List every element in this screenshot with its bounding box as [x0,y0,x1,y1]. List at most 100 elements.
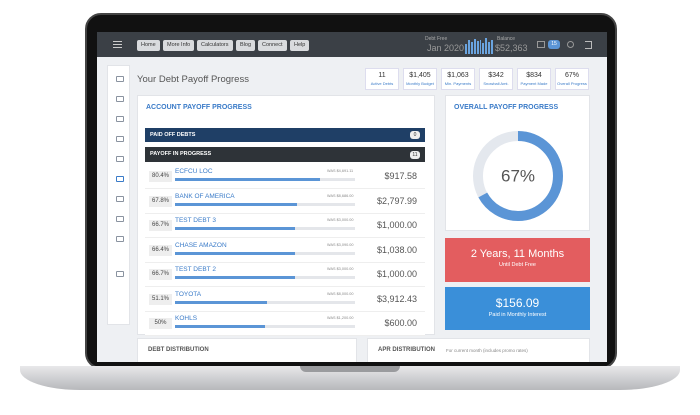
settings-icon[interactable] [567,41,574,48]
paid-off-count: 0 [410,131,420,139]
progress-track [175,300,355,304]
nav-button[interactable]: Home [137,40,160,51]
progress-track [175,202,355,206]
nav-button[interactable]: Calculators [197,40,233,51]
apr-note: For current month (includes promo rates) [446,348,528,353]
progress-track [175,276,355,279]
debt-balance: $1,038.00 [376,244,417,255]
debt-row[interactable]: 66.7% TEST DEBT 3 WAS $3,000.00 $1,000.00 [145,214,425,238]
debt-percent: 80.4% [149,171,172,182]
sidebar-icon[interactable] [116,236,124,242]
calendar-icon[interactable] [537,41,545,48]
sidebar-icon[interactable] [116,176,124,182]
nav-button[interactable]: More Info [163,40,195,51]
debt-distribution-panel: DEBT DISTRIBUTION [137,338,357,362]
panel-title: DEBT DISTRIBUTION [148,347,209,353]
panel-title: APR DISTRIBUTION [378,347,435,353]
debt-name: TOYOTA [175,290,202,298]
progress-track [175,251,355,255]
sidebar-icon[interactable] [116,271,124,277]
paid-off-bar[interactable]: PAID OFF DEBTS 0 [145,128,425,142]
mini-bars [465,37,494,54]
progress-bar [175,300,267,304]
debt-percent: 51.1% [149,293,172,305]
progress-track [175,178,355,181]
sidebar-icon[interactable] [116,116,124,122]
debt-balance: $917.58 [384,171,417,181]
debt-percent: 50% [149,318,172,329]
debt-row[interactable]: 67.8% BANK OF AMERICA WAS $8,686.00 $2,797.… [145,189,425,214]
debt-balance: $2,797.99 [376,195,417,206]
debt-row[interactable]: 51.1% TOYOTA WAS $8,000.00 $3,912.43 [145,287,425,312]
debt-name: KOHLS [175,315,198,322]
donut-arc [473,131,563,221]
stat-box: $1,063 Min. Payments [441,68,475,90]
stat-value: $342 [488,72,504,79]
stat-value: $1,063 [447,72,469,79]
notification-badge[interactable]: 15 [548,40,560,49]
logout-icon[interactable] [585,41,592,49]
panel-title: OVERALL PAYOFF PROGRESS [454,104,559,111]
debt-original: WAS $1,200.00 [327,316,354,320]
debt-name: BANK OF AMERICA [175,192,235,200]
donut-label: 67% [501,166,535,185]
progress-bar [175,276,296,279]
overall-panel: OVERALL PAYOFF PROGRESS 67% [445,95,590,231]
debt-name: CHASE AMAZON [175,241,227,249]
stat-label: Snowball Amt. [483,81,509,86]
stat-value: 67% [564,72,579,79]
in-progress-title: PAYOFF IN PROGRESS [150,151,212,157]
debt-row[interactable]: 80.4% ECFCU LOC WAS $4,691.11 $917.58 [145,165,425,189]
sidebar-icon[interactable] [116,76,124,82]
time-left-box: 2 Years, 11 Months Until Debt Free [445,238,590,282]
in-progress-count: 11 [410,150,420,159]
debt-name: ECFCU LOC [175,168,213,175]
balance-label: Balance [497,36,516,42]
interest-label: Paid in Monthly Interest [488,312,547,318]
sidebar-icon[interactable] [116,96,124,102]
sidebar [107,65,130,325]
apr-distribution-panel: APR DISTRIBUTION For current month (incl… [367,338,590,362]
progress-bar [175,251,295,255]
debt-free-date: Jan 2020 [427,43,465,53]
progress-track [175,325,355,328]
debt-balance: $600.00 [384,318,417,328]
sidebar-icon[interactable] [116,216,124,222]
debt-row[interactable]: 50% KOHLS WAS $1,200.00 $600.00 [145,312,425,336]
nav-button[interactable]: Blog [236,40,256,51]
stat-label: Payment Made [520,81,548,86]
debt-row[interactable]: 66.4% CHASE AMAZON WAS $3,090.00 $1,038.00 [145,238,425,263]
debt-free-label: Debt Free [425,36,448,42]
page-title: Your Debt Payoff Progress [137,74,249,85]
sidebar-icon[interactable] [116,196,124,202]
interest-value: $156.09 [495,296,540,310]
laptop-notch [300,366,400,372]
stat-box: $834 Payment Made [517,68,551,90]
stat-label: Overall Progress [557,81,587,86]
debt-row[interactable]: 66.7% TEST DEBT 2 WAS $3,000.00 $1,000.00 [145,263,425,287]
debt-original: WAS $3,000.00 [327,218,354,222]
screen: Debt Free Jan 2020 Balance $52,363 15 Ho… [97,32,607,362]
debt-original: WAS $4,691.11 [327,169,354,173]
progress-bar [175,227,296,230]
progress-bar [175,178,320,181]
stat-box: $1,405 Monthly Budget [403,68,437,90]
menu-icon[interactable] [113,41,122,48]
sidebar-icon[interactable] [116,156,124,162]
debt-name: TEST DEBT 2 [175,266,216,273]
nav-button[interactable]: Connect [258,40,287,51]
interest-box: $156.09 Paid in Monthly Interest [445,287,590,330]
debt-original: WAS $8,686.00 [327,193,354,198]
time-left-value: 2 Years, 11 Months [470,248,565,260]
debt-name: TEST DEBT 3 [175,217,216,224]
stat-box: $342 Snowball Amt. [479,68,513,90]
debt-percent: 66.7% [149,220,172,231]
progress-track [175,227,355,230]
sidebar-icon[interactable] [116,136,124,142]
stat-box: 67% Overall Progress [555,68,589,90]
in-progress-bar[interactable]: PAYOFF IN PROGRESS 11 [145,147,425,162]
progress-bar [175,202,298,206]
nav-button[interactable]: Help [290,40,310,51]
stat-label: Active Debts [370,81,394,86]
